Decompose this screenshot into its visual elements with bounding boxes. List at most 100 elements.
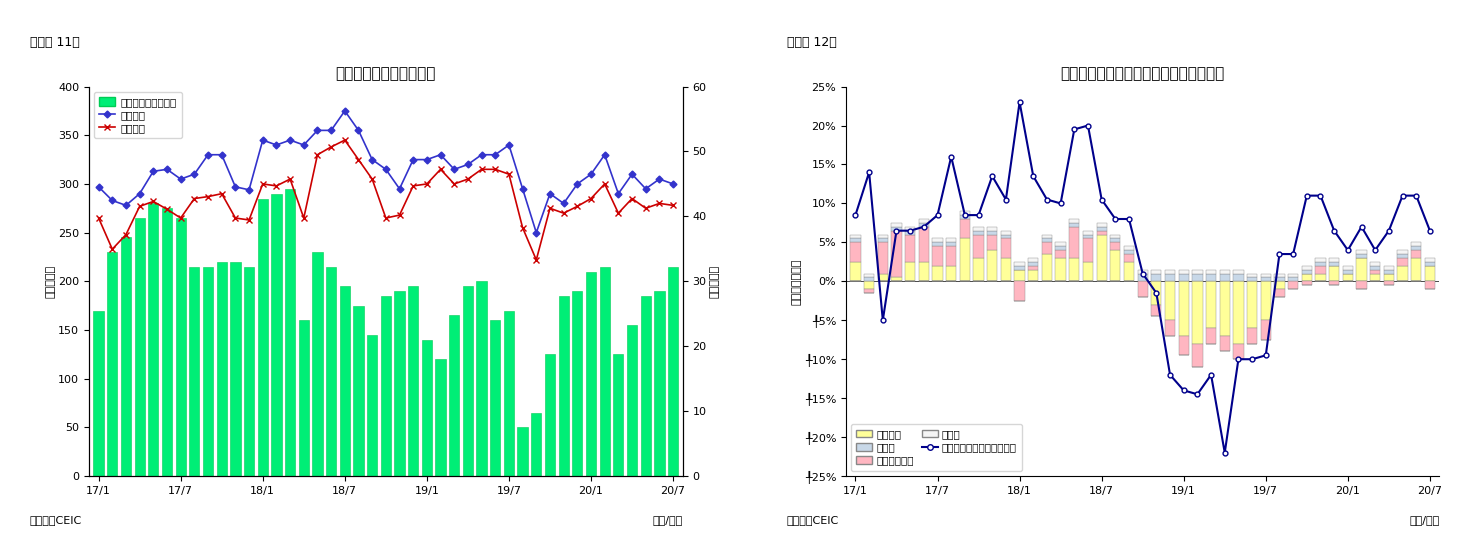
Bar [1343, 266, 1353, 269]
Bar [1055, 242, 1066, 246]
Bar [932, 239, 942, 242]
Bar [1288, 278, 1298, 281]
Bar [1015, 281, 1025, 301]
Bar [919, 223, 929, 227]
Bar [626, 325, 637, 476]
Bar [1330, 281, 1339, 285]
Bar [1370, 266, 1380, 269]
Bar [877, 239, 887, 242]
Bar [203, 267, 214, 476]
Bar [1055, 250, 1066, 258]
Bar [1097, 223, 1107, 227]
Bar [1042, 254, 1052, 281]
Bar [326, 267, 337, 476]
Bar [298, 320, 309, 476]
Bar [1000, 235, 1011, 239]
Bar [1356, 250, 1367, 254]
Bar [1425, 266, 1435, 281]
Y-axis label: （億ドル）: （億ドル） [709, 265, 720, 298]
Bar [987, 230, 997, 235]
Bar [545, 354, 555, 476]
Bar [905, 262, 916, 281]
Bar [1068, 219, 1079, 223]
Text: （資料）CEIC: （資料）CEIC [787, 515, 838, 525]
Bar [974, 230, 984, 235]
Bar [932, 242, 942, 246]
Bar [892, 278, 902, 281]
Bar [947, 246, 956, 266]
Bar [1206, 269, 1217, 274]
Bar [1178, 281, 1189, 336]
Bar [1398, 254, 1408, 258]
Bar [272, 194, 282, 476]
Bar [1192, 344, 1202, 367]
Bar [1330, 262, 1339, 266]
Bar [960, 219, 971, 239]
Bar [932, 246, 942, 266]
Bar [947, 266, 956, 281]
Bar [381, 296, 390, 476]
Bar [1152, 274, 1162, 281]
Bar [1206, 281, 1217, 328]
Bar [340, 286, 350, 476]
Bar [1028, 258, 1039, 262]
Bar [1383, 274, 1393, 281]
Bar [135, 218, 145, 476]
Bar [1138, 274, 1147, 281]
Bar [1370, 262, 1380, 266]
Bar [1260, 278, 1270, 281]
Bar [1165, 320, 1175, 336]
Bar [668, 267, 678, 476]
Bar [1178, 336, 1189, 355]
Bar [503, 311, 513, 476]
Bar [960, 211, 971, 215]
Bar [312, 252, 322, 476]
Bar [1383, 281, 1393, 285]
Bar [1247, 281, 1257, 328]
Bar [531, 413, 542, 476]
Bar [190, 267, 199, 476]
Bar [1398, 266, 1408, 281]
Bar [905, 235, 916, 262]
Bar [148, 203, 159, 476]
Bar [1206, 274, 1217, 281]
Bar [1123, 262, 1134, 281]
Bar [1275, 289, 1285, 297]
Bar [1068, 223, 1079, 227]
Bar [93, 311, 104, 476]
Bar [892, 223, 902, 227]
Bar [1260, 320, 1270, 340]
Bar [1097, 227, 1107, 230]
Bar [1165, 269, 1175, 274]
Bar [974, 227, 984, 230]
Bar [1192, 274, 1202, 281]
Text: （年/月）: （年/月） [653, 515, 683, 525]
Bar [1301, 266, 1312, 269]
Bar [654, 291, 665, 476]
Bar [905, 230, 916, 235]
Bar [1411, 246, 1422, 250]
Bar [1383, 266, 1393, 269]
Bar [395, 291, 405, 476]
Bar [1000, 239, 1011, 258]
Bar [892, 230, 902, 278]
Bar [518, 427, 528, 476]
Bar [1233, 344, 1244, 359]
Bar [1055, 246, 1066, 250]
Bar [864, 278, 874, 281]
Bar [463, 286, 473, 476]
Bar [1425, 262, 1435, 266]
Bar [1206, 328, 1217, 344]
Bar [1068, 258, 1079, 281]
Bar [1138, 269, 1147, 274]
Bar [974, 258, 984, 281]
Bar [1220, 336, 1230, 352]
Bar [1042, 235, 1052, 239]
Bar [600, 267, 610, 476]
Bar [932, 266, 942, 281]
Bar [1000, 258, 1011, 281]
Text: （資料）CEIC: （資料）CEIC [30, 515, 82, 525]
Bar [974, 235, 984, 258]
Bar [1220, 274, 1230, 281]
Bar [1330, 266, 1339, 281]
